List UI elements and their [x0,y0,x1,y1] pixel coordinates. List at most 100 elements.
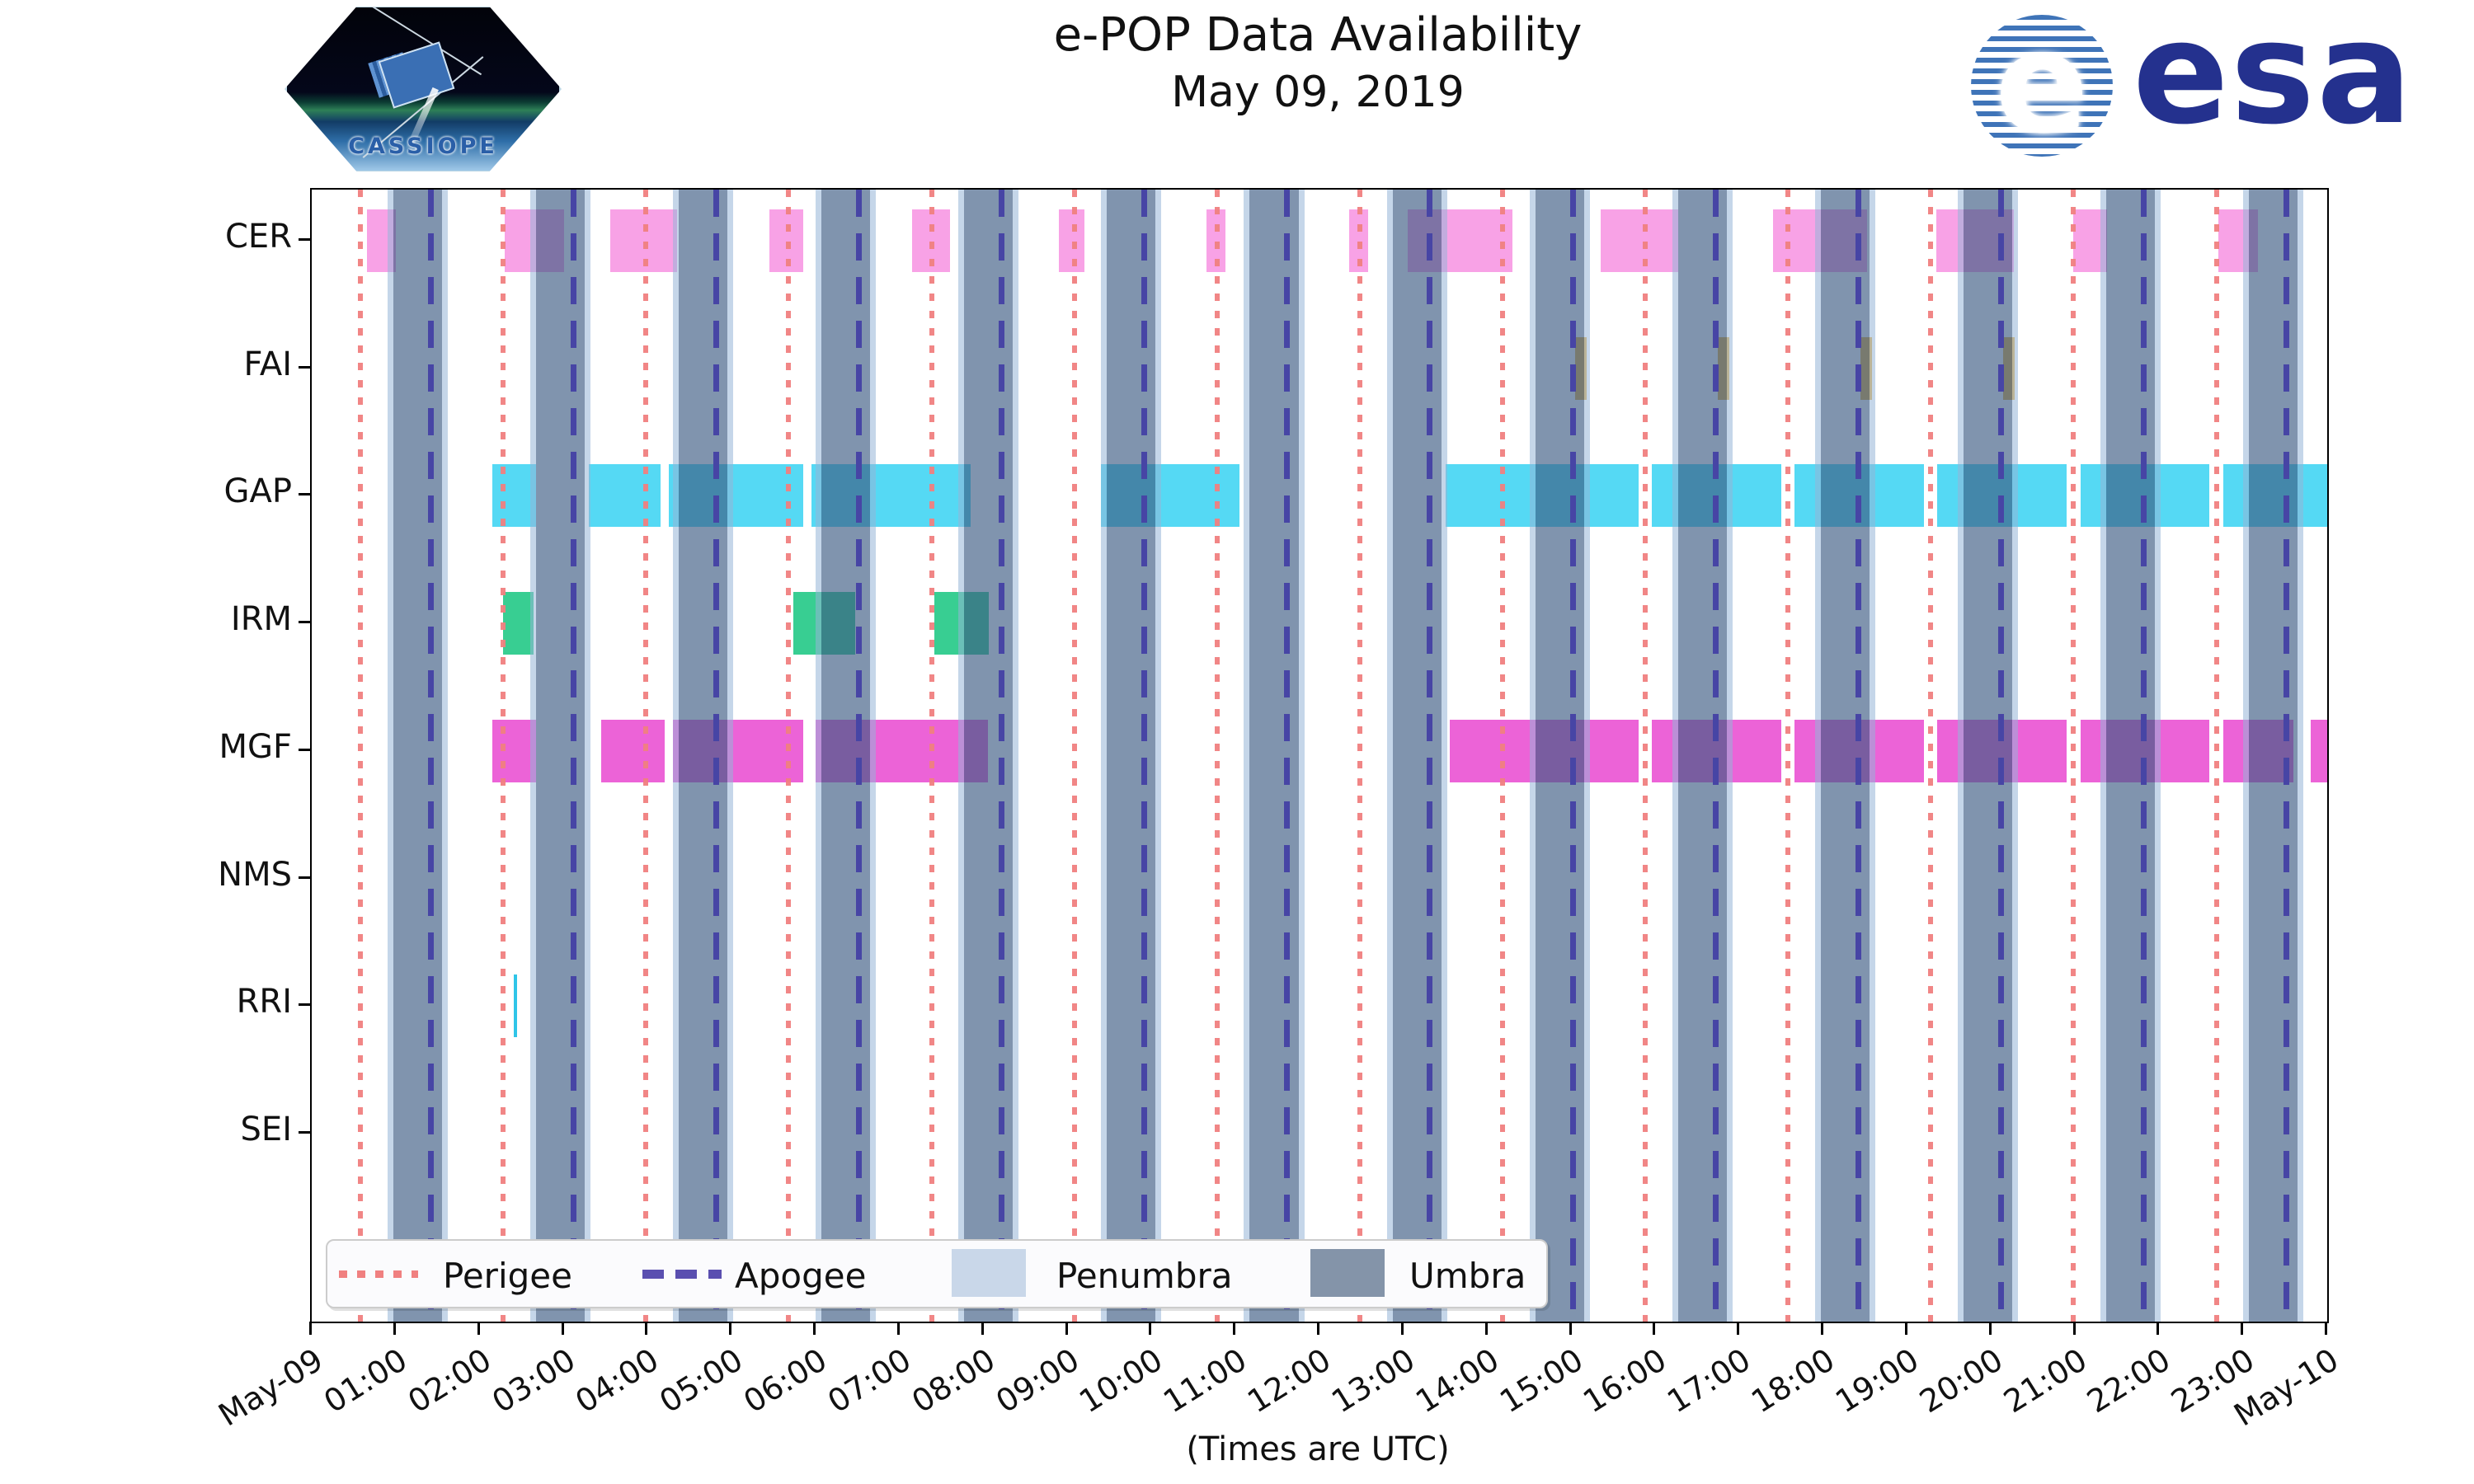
x-axis-caption: (Times are UTC) [1186,1430,1450,1468]
umbra-band [1536,190,1584,1322]
y-tick [299,876,310,879]
x-tick [2325,1322,2327,1335]
bar-cer [1601,209,1678,272]
umbra-band [964,190,1013,1322]
umbra-penumbra-layer [312,190,2327,1322]
perigee-line [1785,190,1790,1322]
perigee-line [1357,190,1362,1322]
apogee-line [428,190,434,1322]
y-label-mgf: MGF [219,728,292,766]
umbra-band [1107,190,1155,1322]
x-tick [1233,1322,1235,1335]
apogee-line [1427,190,1432,1322]
bar-mgf [2311,720,2327,782]
penumbra-band [530,190,536,1322]
penumbra-band [2012,190,2018,1322]
x-tick [1653,1322,1655,1335]
x-tick [1149,1322,1151,1335]
bar-rri [514,974,517,1037]
legend-label-apogee: Apogee [735,1256,867,1296]
perigee-line-swatch [339,1270,418,1278]
x-tick [1989,1322,1992,1335]
y-label-nms: NMS [218,856,292,894]
penumbra-band [1958,190,1964,1322]
apogee-line [999,190,1004,1322]
perigee-line [1643,190,1648,1322]
y-label-cer: CER [225,218,292,256]
penumbra-band [1155,190,1161,1322]
apogee-line [1856,190,1861,1322]
perigee-line [2214,190,2219,1322]
apogee-line [571,190,576,1322]
y-tick [299,1131,310,1134]
bar-gap [492,464,536,527]
y-label-sei: SEI [240,1111,292,1148]
apogee-line-swatch [642,1270,722,1279]
esa-wordmark: esa [2133,0,2415,156]
bar-mgf [492,720,536,782]
bar-irm [503,592,534,655]
penumbra-band [816,190,821,1322]
chart-legend: Perigee Apogee Penumbra Umbra [326,1239,1548,1308]
y-tick [299,366,310,369]
apogee-line [1713,190,1719,1322]
umbra-band [2249,190,2298,1322]
penumbra-band [1442,190,1447,1322]
perigee-line [929,190,934,1322]
apogee-line [1998,190,2004,1322]
umbra-patch-swatch [1310,1249,1385,1297]
penumbra-band [958,190,964,1322]
penumbra-band [870,190,876,1322]
x-tick [1737,1322,1739,1335]
umbra-band [393,190,442,1322]
penumbra-band [1101,190,1107,1322]
apogee-line [1141,190,1147,1322]
apogee-line [713,190,719,1322]
y-label-fai: FAI [243,345,293,383]
umbra-band [821,190,870,1322]
penumbra-band [1870,190,1875,1322]
umbra-band [1393,190,1442,1322]
penumbra-band [1584,190,1590,1322]
x-tick [477,1322,480,1335]
umbra-band [1249,190,1299,1322]
umbra-band [679,190,727,1322]
chart-plot-area: Perigee Apogee Penumbra Umbra [310,188,2329,1323]
legend-label-penumbra: Penumbra [1056,1256,1233,1296]
penumbra-patch-swatch [952,1249,1026,1297]
bar-cer [1059,209,1084,272]
penumbra-band [1530,190,1536,1322]
umbra-band [1821,190,1870,1322]
x-tick [2241,1322,2243,1335]
apogee-line [2284,190,2289,1322]
penumbra-band [2298,190,2303,1322]
x-tick [1821,1322,1823,1335]
penumbra-band [1244,190,1249,1322]
page-title: e-POP Data Availability [1053,8,1583,62]
y-label-irm: IRM [230,600,292,638]
umbra-band [2106,190,2155,1322]
x-tick [2073,1322,2076,1335]
umbra-band [1678,190,1727,1322]
penumbra-band [2100,190,2106,1322]
x-tick [2157,1322,2159,1335]
y-tick [299,621,310,623]
legend-label-perigee: Perigee [443,1256,572,1296]
x-tick [645,1322,647,1335]
x-tick [897,1322,900,1335]
perigee-line [1215,190,1220,1322]
y-tick [299,1003,310,1006]
penumbra-band [1727,190,1733,1322]
bar-gap [589,464,661,527]
page-subtitle: May 09, 2019 [1171,68,1465,117]
apogee-line [2141,190,2147,1322]
perigee-line [2071,190,2076,1322]
esa-logo: e esa [1971,0,2433,160]
x-tick [981,1322,984,1335]
penumbra-band [1815,190,1821,1322]
penumbra-band [2243,190,2249,1322]
y-tick [299,749,310,751]
umbra-band [1964,190,2012,1322]
bar-mgf [601,720,665,782]
